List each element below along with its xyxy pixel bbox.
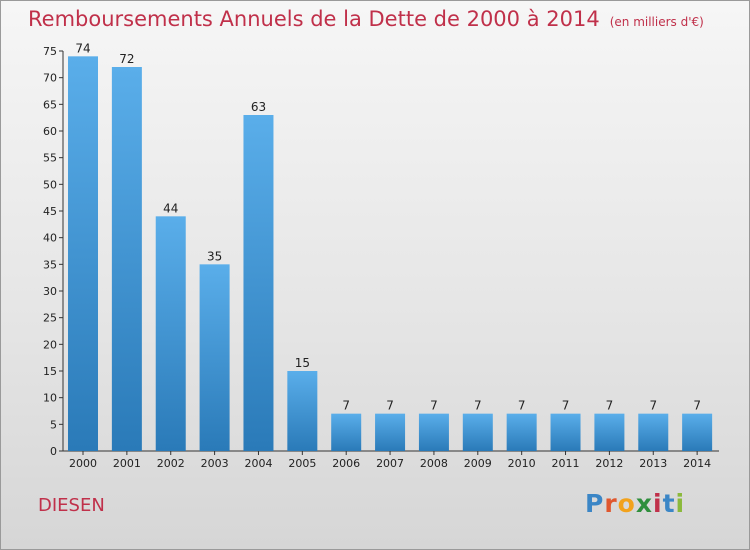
x-tick-label: 2008 [420,457,448,470]
proxiti-logo[interactable]: Proxiti [585,489,685,518]
value-labels: 74 72 44 35 63 15 7 7 7 7 7 7 7 7 7 [75,41,701,412]
data-label: 7 [693,399,701,413]
x-tick-label: 2014 [683,457,711,470]
x-tick-label: 2000 [69,457,97,470]
city-name: DIESEN [38,495,105,516]
bar [418,413,449,451]
y-tick-label: 50 [43,178,57,191]
bar [68,56,98,451]
logo-letter: o [617,489,636,518]
bar [375,413,406,451]
chart-subtitle: (en milliers d'€) [609,15,704,29]
data-label: 72 [119,52,134,66]
x-tick-label: 2001 [113,457,141,470]
data-label: 7 [342,399,350,413]
axes: 0 5 10 15 20 25 30 35 40 45 50 55 60 65 70 75 2000 2001 20… [43,45,719,470]
logo-letter: i [653,489,663,518]
x-tick-label: 2007 [376,457,404,470]
bar [155,216,186,451]
y-tick-label: 5 [50,418,57,431]
bar [331,413,362,451]
data-label: 44 [163,201,178,215]
x-tick-label: 2005 [288,457,316,470]
x-tick-label: 2013 [639,457,667,470]
x-tick-label: 2004 [244,457,272,470]
data-label: 7 [430,399,438,413]
y-tick-label: 70 [43,72,57,85]
data-label: 63 [251,100,266,114]
data-label: 15 [295,356,310,370]
x-tick-label: 2011 [552,457,580,470]
data-label: 7 [518,399,526,413]
logo-letter: i [675,489,686,518]
y-tick-label: 10 [43,392,57,405]
y-tick-label: 45 [43,205,57,218]
bar [594,413,625,451]
x-tick-label: 2006 [332,457,360,470]
y-tick-label: 0 [50,445,57,458]
x-tick-label: 2012 [595,457,623,470]
bar [243,115,274,451]
x-tick-label: 2009 [464,457,492,470]
bar [462,413,493,451]
y-tick-label: 75 [43,45,57,58]
bar [111,67,142,451]
x-tick-label: 2010 [508,457,536,470]
logo-letter: x [635,489,653,518]
y-tick-label: 15 [43,365,57,378]
y-tick-label: 60 [43,125,57,138]
data-label: 7 [562,399,570,413]
logo-letter: P [585,489,605,518]
logo-letter: r [604,489,618,518]
bar [199,264,230,451]
bar [506,413,537,451]
bar [682,413,713,451]
data-label: 74 [75,41,90,55]
logo-letter: t [662,489,676,518]
title-text: Remboursements Annuels de la Dette de 20… [28,7,600,31]
bar [550,413,581,451]
data-label: 35 [207,249,222,263]
y-tick-label: 30 [43,285,57,298]
data-label: 7 [386,399,394,413]
data-label: 7 [474,399,482,413]
x-tick-label: 2003 [201,457,229,470]
y-tick-label: 20 [43,338,57,351]
chart-title: Remboursements Annuels de la Dette de 20… [28,7,704,31]
y-tick-label: 35 [43,258,57,271]
data-label: 7 [649,399,657,413]
y-tick-label: 40 [43,232,57,245]
bar [638,413,669,451]
y-tick-label: 65 [43,98,57,111]
bar [287,371,318,451]
x-tick-label: 2002 [157,457,185,470]
data-label: 7 [606,399,614,413]
bars [68,56,713,451]
y-tick-label: 55 [43,152,57,165]
y-tick-label: 25 [43,312,57,325]
